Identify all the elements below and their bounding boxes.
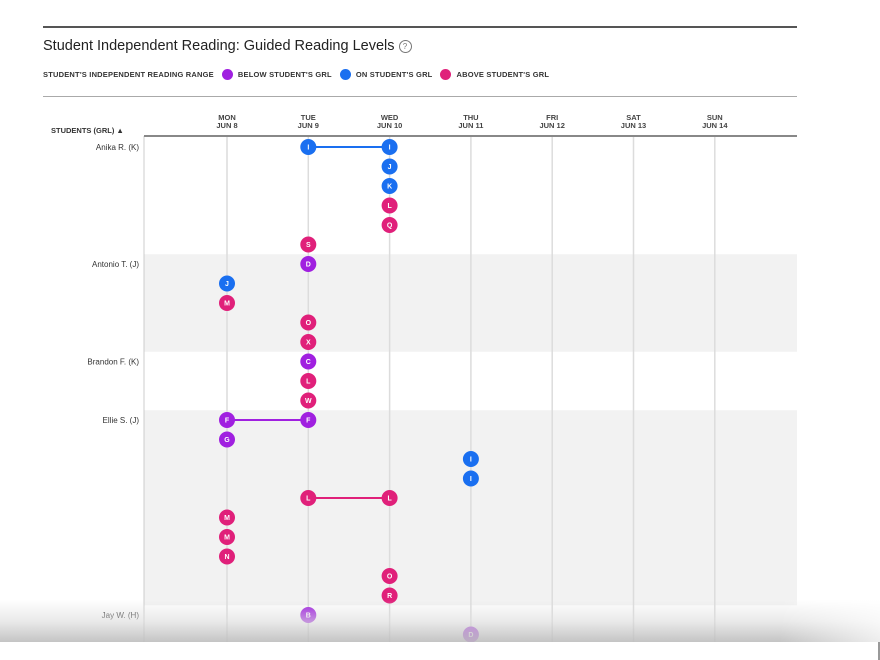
- day-label-sun: SUN: [707, 113, 723, 122]
- help-circle-icon[interactable]: ?: [398, 39, 412, 53]
- student-label[interactable]: Anika R. (K): [96, 143, 139, 152]
- level-dot-above[interactable]: [381, 490, 398, 506]
- level-dot-label: C: [306, 359, 311, 366]
- level-dot-label: D: [306, 262, 311, 269]
- legend-item-on: ON STUDENT'S GRL: [339, 69, 433, 80]
- level-dot-below[interactable]: [219, 431, 235, 448]
- level-dot-label: L: [306, 496, 311, 503]
- level-dot-label: W: [305, 398, 312, 405]
- level-dot-below[interactable]: [219, 412, 235, 428]
- level-dot-label: M: [224, 515, 230, 522]
- student-label[interactable]: Antonio T. (J): [92, 260, 139, 269]
- legend-swatch-below: [221, 69, 233, 80]
- date-label-fri: JUN 12: [539, 121, 564, 130]
- level-dot-above[interactable]: [381, 197, 398, 214]
- level-dot-label: X: [306, 340, 311, 347]
- level-dot-on[interactable]: [462, 451, 479, 467]
- date-label-sat: JUN 13: [621, 121, 646, 130]
- level-dot-above[interactable]: [381, 587, 398, 604]
- level-dot-above[interactable]: [300, 236, 317, 253]
- level-dot-above[interactable]: [381, 568, 398, 584]
- level-dot-label: J: [388, 164, 392, 171]
- level-dot-above[interactable]: [300, 490, 317, 506]
- level-dot-label: M: [224, 301, 230, 308]
- day-label-mon: MON: [218, 113, 236, 122]
- top-rule: [43, 26, 797, 28]
- day-label-fri: FRI: [546, 113, 558, 122]
- level-dot-label: O: [306, 320, 312, 327]
- date-label-wed: JUN 10: [377, 121, 402, 130]
- legend: STUDENT'S INDEPENDENT READING RANGE BELO…: [43, 69, 549, 80]
- level-dot-above[interactable]: [300, 334, 317, 350]
- level-dot-label: M: [224, 535, 230, 542]
- student-label[interactable]: Jay W. (H): [102, 611, 140, 620]
- level-dot-above[interactable]: [300, 314, 317, 331]
- date-label-sun: JUN 14: [702, 121, 728, 130]
- day-label-wed: WED: [381, 113, 399, 122]
- level-dot-above[interactable]: [219, 529, 235, 545]
- level-dot-above[interactable]: [381, 217, 398, 233]
- student-label[interactable]: Ellie S. (J): [103, 416, 140, 425]
- level-dot-above[interactable]: [219, 548, 235, 565]
- legend-item-above: ABOVE STUDENT'S GRL: [440, 69, 549, 80]
- level-dot-label: I: [470, 476, 472, 483]
- level-dot-below[interactable]: [300, 353, 317, 370]
- level-dot-above[interactable]: [300, 373, 317, 389]
- level-dot-label: F: [306, 418, 311, 425]
- student-label[interactable]: Brandon F. (K): [87, 358, 139, 367]
- date-label-mon: JUN 8: [216, 121, 237, 130]
- day-label-thu: THU: [463, 113, 478, 122]
- date-label-thu: JUN 11: [458, 121, 483, 130]
- level-dot-label: D: [468, 632, 473, 639]
- level-dot-above[interactable]: [219, 295, 235, 311]
- chart-header: Student Independent Reading: Guided Read…: [43, 38, 412, 54]
- level-dot-label: L: [306, 379, 311, 386]
- level-dot-on[interactable]: [219, 275, 235, 292]
- level-dot-below[interactable]: [300, 256, 317, 272]
- level-dot-label: F: [225, 418, 230, 425]
- level-dot-on[interactable]: [381, 158, 398, 175]
- level-dot-label: G: [224, 437, 230, 444]
- legend-swatch-above: [440, 69, 452, 80]
- legend-label-below: BELOW STUDENT'S GRL: [237, 70, 332, 79]
- legend-label-on: ON STUDENT'S GRL: [355, 70, 433, 79]
- level-dot-label: I: [307, 145, 309, 152]
- level-dot-on[interactable]: [381, 178, 398, 194]
- level-dot-label: I: [389, 145, 391, 152]
- legend-item-below: BELOW STUDENT'S GRL: [221, 69, 332, 80]
- level-dot-on[interactable]: [462, 470, 479, 487]
- legend-title: STUDENT'S INDEPENDENT READING RANGE: [43, 70, 214, 79]
- date-label-tue: JUN 9: [298, 121, 319, 130]
- level-dot-label: O: [387, 574, 393, 581]
- bottom-area: [0, 642, 880, 660]
- day-label-tue: TUE: [301, 113, 316, 122]
- level-dot-above[interactable]: [219, 509, 235, 526]
- day-label-sat: SAT: [626, 113, 641, 122]
- level-dot-on[interactable]: [300, 139, 317, 155]
- level-dot-label: B: [306, 613, 311, 620]
- level-dot-label: N: [224, 554, 229, 561]
- level-dot-label: L: [387, 496, 392, 503]
- y-axis-title[interactable]: STUDENTS (GRL) ▲: [51, 126, 124, 135]
- legend-label-above: ABOVE STUDENT'S GRL: [456, 70, 550, 79]
- level-dot-label: Q: [387, 223, 393, 230]
- level-dot-label: J: [225, 281, 229, 288]
- legend-swatch-on: [339, 69, 351, 80]
- level-dot-below[interactable]: [300, 412, 317, 428]
- level-dot-on[interactable]: [381, 139, 398, 155]
- scrollbar-edge[interactable]: [878, 642, 880, 660]
- legend-divider: [43, 96, 797, 97]
- level-dot-label: R: [387, 593, 392, 600]
- level-dot-above[interactable]: [300, 392, 317, 409]
- chart-title: Student Independent Reading: Guided Read…: [43, 38, 395, 54]
- level-dot-label: I: [470, 457, 472, 464]
- level-dot-label: L: [387, 203, 392, 210]
- level-dot-label: S: [306, 242, 311, 249]
- level-dot-label: K: [387, 184, 392, 191]
